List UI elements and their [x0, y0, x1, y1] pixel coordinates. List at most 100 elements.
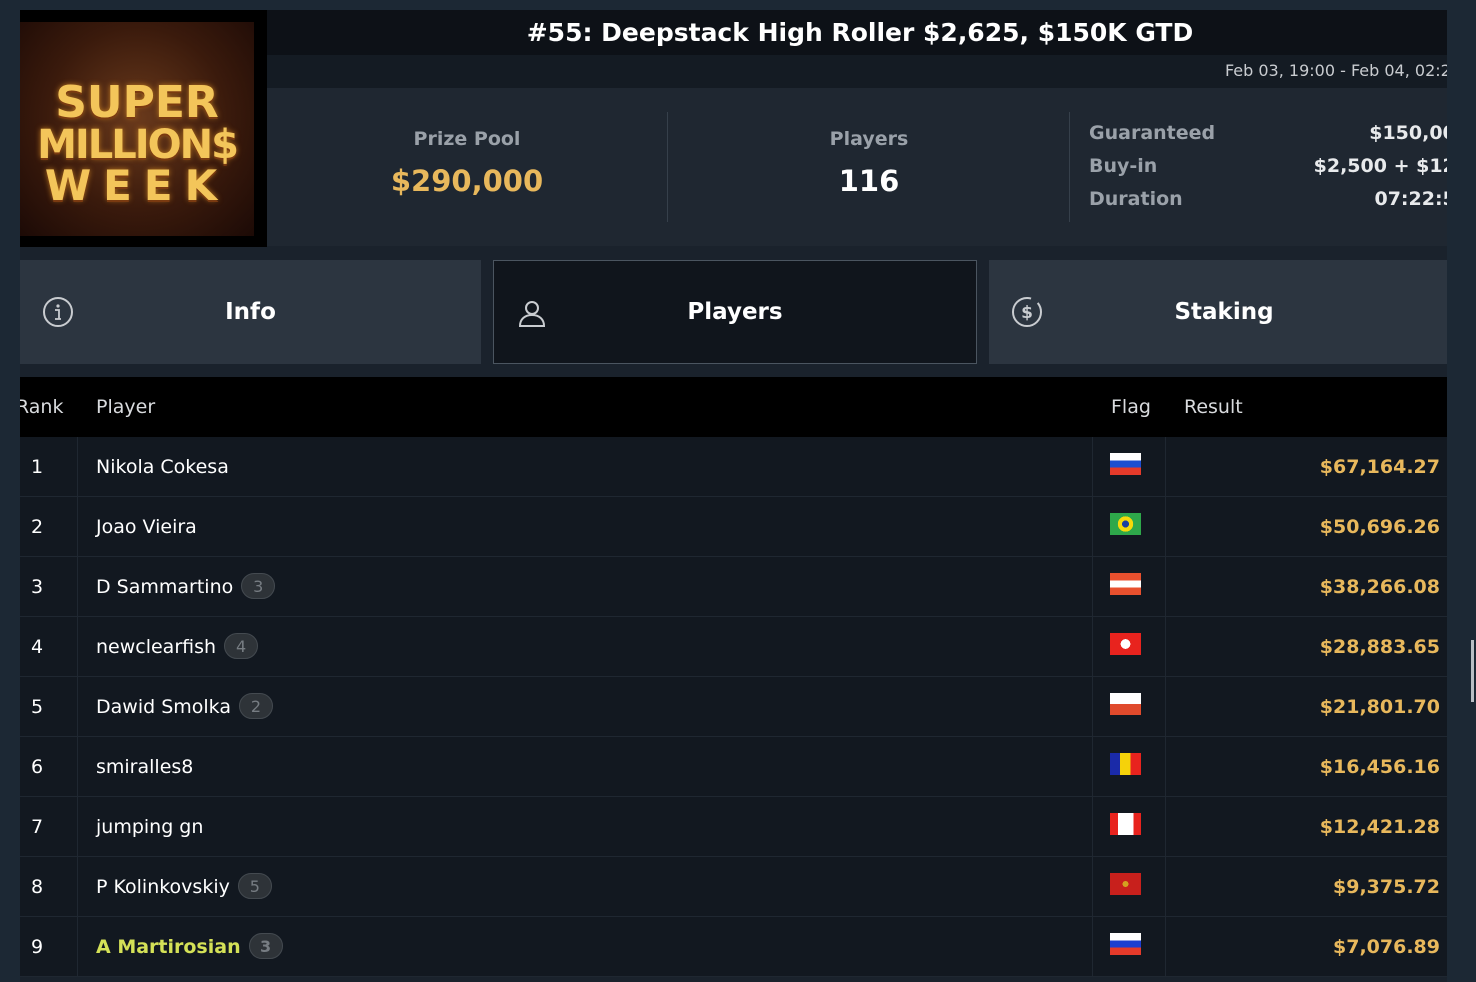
table-row[interactable]: 7 jumping gn $12,421.28 [20, 797, 1447, 857]
cell-divider [1092, 617, 1093, 677]
rank-cell: 4 [31, 636, 44, 658]
result-cell: $28,883.65 [1319, 636, 1440, 658]
player-badge: 5 [237, 873, 272, 899]
player-name-text: Joao Vieira [96, 516, 197, 538]
tab-staking[interactable]: $ Staking [989, 260, 1447, 364]
guaranteed-label: Guaranteed [1089, 122, 1216, 144]
header-player[interactable]: Player [96, 396, 156, 418]
result-cell: $7,076.89 [1333, 936, 1440, 958]
rank-cell: 2 [31, 516, 44, 538]
stats-panel: Prize Pool $290,000 Players 116 Guarante… [267, 88, 1447, 246]
cell-divider [1092, 737, 1093, 797]
flag-icon-poland [1110, 693, 1141, 715]
cell-divider [77, 677, 78, 737]
divider [1069, 112, 1070, 222]
players-value: 116 [838, 164, 900, 198]
player-name-text: jumping gn [96, 816, 204, 838]
user-icon [518, 301, 546, 327]
scrollbar-thumb[interactable] [1471, 640, 1474, 702]
player-name[interactable]: smiralles8 [96, 737, 193, 797]
players-label: Players [829, 128, 909, 150]
tournament-logo: SUPER MILLION$ WEEK [20, 10, 267, 247]
tournament-panel: SUPER MILLION$ WEEK #55: Deepstack High Ro… [20, 0, 1447, 982]
cell-divider [1165, 797, 1166, 857]
flag-icon-hong-kong [1110, 633, 1141, 655]
rank-cell: 7 [31, 816, 44, 838]
player-name[interactable]: D Sammartino 3 [96, 557, 276, 617]
details-list: Guaranteed $150,000 Buy-in $2,500 + $125 D… [1089, 122, 1447, 221]
player-name-text: P Kolinkovskiy [96, 876, 230, 898]
player-name-text: Nikola Cokesa [96, 456, 229, 478]
dollar-coin-icon: $ [1012, 297, 1042, 327]
player-name-text: Dawid Smolka [96, 696, 231, 718]
rank-cell: 1 [31, 456, 44, 478]
table-row[interactable]: 2 Joao Vieira $50,696.26 [20, 497, 1447, 557]
guaranteed-value: $150,000 [1369, 122, 1447, 144]
rank-cell: 9 [31, 936, 44, 958]
table-row[interactable]: 6 smiralles8 $16,456.16 [20, 737, 1447, 797]
buyin-row: Buy-in $2,500 + $125 [1089, 155, 1447, 188]
tournament-dates: Feb 03, 19:00 - Feb 04, 02:22 [1224, 61, 1447, 80]
cell-divider [1092, 677, 1093, 737]
player-name[interactable]: Nikola Cokesa [96, 437, 229, 497]
prize-pool-stat: Prize Pool $290,000 [267, 88, 667, 246]
player-name[interactable]: A Martirosian 3 [96, 917, 283, 977]
player-name[interactable]: P Kolinkovskiy 5 [96, 857, 272, 917]
cell-divider [77, 437, 78, 497]
table-row[interactable]: 4 newclearfish 4 $28,883.65 [20, 617, 1447, 677]
player-name-text: newclearfish [96, 636, 217, 658]
rank-cell: 6 [31, 756, 44, 778]
cell-divider [1165, 677, 1166, 737]
top-strip [20, 0, 1447, 10]
buyin-value: $2,500 + $125 [1313, 155, 1447, 177]
result-cell: $9,375.72 [1333, 876, 1440, 898]
table-row[interactable]: 1 Nikola Cokesa $67,164.27 [20, 437, 1447, 497]
flag-icon-brazil [1110, 513, 1141, 535]
cell-divider [1092, 797, 1093, 857]
prize-pool-value: $290,000 [390, 164, 544, 198]
date-bar: Feb 03, 19:00 - Feb 04, 02:22 [267, 55, 1447, 88]
prize-pool-label: Prize Pool [413, 128, 521, 150]
cell-divider [77, 917, 78, 977]
result-cell: $16,456.16 [1319, 756, 1440, 778]
player-name-text: A Martirosian [96, 936, 241, 958]
cell-divider [77, 797, 78, 857]
tab-staking-label: Staking [1174, 299, 1274, 325]
guaranteed-row: Guaranteed $150,000 [1089, 122, 1447, 155]
cell-divider [1092, 557, 1093, 617]
players-stat: Players 116 [669, 88, 1069, 246]
table-row[interactable]: 9 A Martirosian 3 $7,076.89 [20, 917, 1447, 977]
result-cell: $38,266.08 [1319, 576, 1440, 598]
header-rank[interactable]: Rank [20, 396, 64, 418]
tab-info-label: Info [225, 299, 276, 325]
tab-info[interactable]: Info [20, 260, 481, 364]
tab-players[interactable]: Players [493, 260, 977, 364]
divider [667, 112, 668, 222]
rank-cell: 3 [31, 576, 44, 598]
cell-divider [1092, 437, 1093, 497]
result-cell: $12,421.28 [1319, 816, 1440, 838]
flag-icon-andorra [1110, 753, 1141, 775]
cell-divider [1092, 857, 1093, 917]
table-row[interactable]: 3 D Sammartino 3 $38,266.08 [20, 557, 1447, 617]
player-name[interactable]: newclearfish 4 [96, 617, 259, 677]
player-name-text: smiralles8 [96, 756, 194, 778]
svg-text:$: $ [1021, 303, 1033, 323]
duration-label: Duration [1089, 188, 1183, 210]
table-row[interactable]: 5 Dawid Smolka 2 $21,801.70 [20, 677, 1447, 737]
cell-divider [1165, 917, 1166, 977]
header-result[interactable]: Result [1184, 396, 1243, 418]
table-header: Rank Player Flag Result [20, 377, 1447, 437]
result-cell: $21,801.70 [1319, 696, 1440, 718]
player-name[interactable]: Joao Vieira [96, 497, 197, 557]
tab-players-label: Players [687, 299, 783, 325]
info-icon [43, 297, 73, 327]
table-row[interactable]: 8 P Kolinkovskiy 5 $9,375.72 [20, 857, 1447, 917]
result-cell: $67,164.27 [1319, 456, 1440, 478]
header-flag[interactable]: Flag [1111, 396, 1151, 418]
player-name[interactable]: jumping gn [96, 797, 203, 857]
player-name[interactable]: Dawid Smolka 2 [96, 677, 273, 737]
cell-divider [1165, 557, 1166, 617]
flag-icon-canada [1110, 813, 1141, 835]
tournament-title: #55: Deepstack High Roller $2,625, $150K… [267, 10, 1447, 55]
